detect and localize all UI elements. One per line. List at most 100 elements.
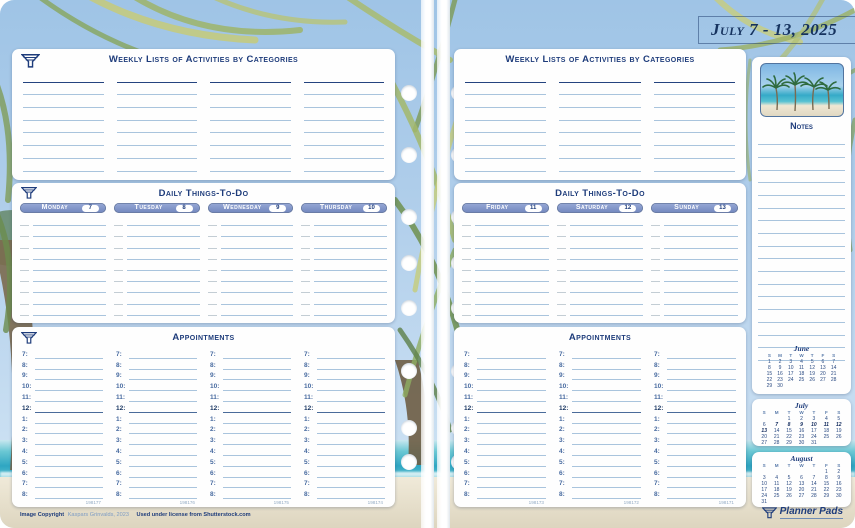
calendar-day: 23 [836,487,842,494]
time-label: 7: [304,480,310,488]
notes-line [758,196,845,209]
time-label: 8: [116,361,122,369]
calendar-day: 14 [773,428,780,435]
ruled-line [559,83,641,96]
calendar-day: 30 [777,382,783,389]
time-label: 8: [559,361,565,369]
ruled-line [116,83,197,96]
day-date-badge: 7 [81,204,99,212]
calendar-dow: T [810,352,814,358]
calendar-day: 7 [832,358,836,365]
todo-line [113,260,200,271]
calendar-day: 26 [809,376,815,383]
time-label: 3: [464,437,470,445]
time-label: 3: [559,437,565,445]
time-label: 8: [464,361,470,369]
todo-line [462,271,549,283]
appointment-slot: 7: [559,478,641,489]
appointment-slot: 6: [22,467,103,478]
funnel-logo-icon [762,507,777,519]
appointment-column: 7: 8: 9: 10: 11: 12: 1: 2: 3: 4: 5: 6: 7: 8: 198175 [210,348,291,505]
calendar-grid: S M T W T F S 1 2 3 4 5 6 7 8 9 10 11 12 13 14 15 16 17 18 19 20 21… [758,353,845,389]
time-label: 8: [116,491,122,499]
calendar-day: 29 [823,493,830,500]
check-tick [556,258,566,260]
week-title-box: July 7 - 13, 2025 [698,16,855,44]
calendar-day [795,499,807,505]
calendar-day: 19 [836,428,842,435]
time-label: 2: [654,426,660,434]
calendar-month-title: August [790,454,813,463]
time-label: 2: [116,426,122,434]
appointment-slot: 3: [22,434,103,446]
time-label: 5: [22,458,28,466]
appointment-slot: 4: [559,445,641,456]
check-tick [20,292,29,294]
time-label: 2: [464,426,470,434]
day-column: Wednesday 9 [207,203,294,316]
appointment-slot: 9: [22,370,103,381]
day-header-pill: Wednesday 9 [207,203,294,213]
calendar-day: 20 [761,434,767,441]
check-tick [301,269,311,271]
ruled-line [303,83,384,96]
time-label: 9: [116,372,122,380]
check-tick [113,258,123,260]
time-label: 8: [210,361,216,369]
appointment-slot: 11: [304,391,385,402]
todo-line [556,237,644,249]
todo-line [113,237,200,249]
check-tick [651,258,661,260]
category-heading-line [465,70,547,83]
calendar-day: 3 [789,358,793,365]
todo-lines [301,215,387,316]
weekly-columns-right [454,66,746,185]
check-tick [20,281,29,283]
appointment-slot: 5: [116,456,197,467]
calendar-month-title: July [794,401,809,410]
day-name: Friday [486,204,509,211]
calendar-day: 24 [761,493,767,500]
time-label: 10: [559,383,569,391]
calendar-day: 11 [774,481,780,488]
appointment-slot: 9: [654,370,736,381]
ruled-line [210,108,291,121]
day-columns-right: Friday 11 Saturday 12 Sunday 13 [454,200,746,316]
ruled-line [23,121,104,134]
ruled-line [465,108,547,121]
appointment-slot: 10: [210,380,291,392]
calendar-day: 18 [798,370,805,377]
check-tick [556,269,566,271]
day-header-pill: Thursday 10 [301,203,387,213]
check-tick [20,247,29,249]
todo-line [301,293,387,305]
time-label: 8: [22,491,28,499]
planner-pads-logo: Planner Pads [762,506,843,519]
ruled-line [210,121,291,134]
time-label: 2: [304,426,310,434]
calendar-grid: S M T W T F S 1 2 3 4 5 6 7 8 9 10 11 12 13 14 15 16 17 18 19 20 21… [752,410,851,446]
appointment-slot: 5: [22,456,103,467]
time-label: 6: [116,469,122,477]
calendar-day: 3 [812,416,816,422]
calendar-day: 26 [836,434,842,441]
check-tick [301,303,311,305]
time-label: 5: [304,458,310,466]
calendar-dow: S [832,352,836,358]
calendar-day: 30 [798,440,805,447]
time-label: 12: [654,404,664,412]
time-label: 6: [559,469,565,477]
calendar-day [820,499,832,505]
ruled-line [653,121,735,134]
time-label: 9: [464,372,470,380]
check-tick [651,236,661,238]
appointment-slot: 9: [559,370,641,381]
todo-line [207,271,294,283]
check-tick [113,292,123,294]
check-tick [301,281,311,283]
appointment-slot: 4: [116,445,197,456]
notes-line [758,297,845,311]
day-date-badge: 8 [175,204,193,212]
time-label: 11: [464,393,474,401]
calendar-day: 1 [767,358,771,365]
